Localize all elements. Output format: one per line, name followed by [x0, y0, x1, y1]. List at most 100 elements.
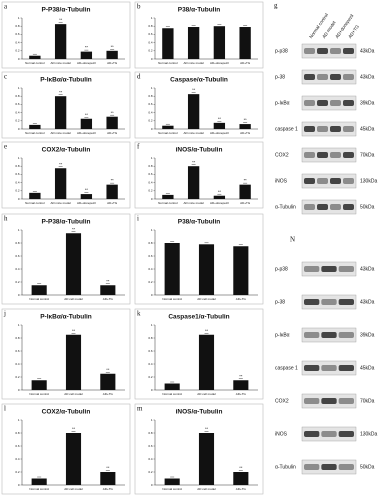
y-tick-label: 0.8 [15, 24, 20, 28]
blot-size: 39kDa [360, 332, 375, 338]
y-tick-label: 0.8 [148, 24, 153, 28]
y-tick-label: 0.2 [15, 375, 20, 379]
x-tick-label: AD+TG [103, 392, 114, 396]
blot-band [338, 365, 354, 371]
blot-size: 43kDa [360, 299, 375, 305]
significance-label: ** [244, 117, 248, 122]
x-tick-label: AD+TG [236, 392, 247, 396]
panel-frame [134, 1, 264, 69]
blot-band [304, 74, 315, 80]
y-tick-label: 0.2 [15, 49, 20, 53]
panel-letter: h [4, 215, 8, 223]
bar [233, 380, 249, 390]
x-tick-label: AD mice model [183, 131, 204, 135]
blot-band [317, 204, 328, 210]
lane-header: AD+TG [347, 24, 360, 40]
blot-size: 45kDa [360, 126, 375, 132]
panel-frame [1, 308, 131, 400]
bar [106, 116, 118, 129]
blot-band [304, 398, 320, 404]
x-tick-label: AD cell model [197, 297, 216, 301]
y-tick-label: 0.8 [15, 241, 20, 245]
x-tick-label: AD cell model [64, 392, 83, 396]
blot-band [343, 178, 354, 184]
y-tick-label: 1 [18, 86, 20, 90]
x-tick-label: AD+TG [103, 297, 114, 301]
y-tick-label: 1 [18, 16, 20, 20]
blot-band [330, 74, 341, 80]
y-tick-label: 0 [18, 483, 20, 487]
panel-frame [1, 141, 131, 209]
y-tick-label: 0.4 [148, 267, 153, 271]
y-tick-label: 0 [18, 127, 20, 131]
panel-letter: d [137, 73, 141, 81]
panel-frame [134, 403, 264, 495]
chart-title: P38/α-Tubulin [178, 7, 221, 14]
significance-label: ** [106, 278, 110, 283]
y-tick-label: 0.8 [15, 94, 20, 98]
blot-band [321, 431, 337, 437]
bar [31, 285, 47, 295]
y-tick-label: 0.8 [148, 336, 153, 340]
y-tick-label: 0 [151, 57, 153, 61]
blot-size: 130kDa [360, 178, 377, 184]
panel-letter: l [4, 405, 6, 413]
y-tick-label: 1 [151, 418, 153, 422]
bar [164, 243, 180, 295]
x-tick-label: Normal control [29, 297, 49, 301]
y-tick-label: 0.8 [148, 431, 153, 435]
x-tick-label: AD+TG [240, 61, 251, 65]
bar [198, 334, 215, 390]
y-tick-label: 0.8 [148, 164, 153, 168]
blot-label: caspase 1 [275, 126, 298, 132]
blot-band [304, 126, 315, 132]
y-tick-label: 0.6 [148, 32, 153, 36]
panel-letter: k [137, 310, 141, 318]
x-tick-label: AD+TG [236, 297, 247, 301]
y-tick-label: 1 [151, 228, 153, 232]
chart-title: Caspase/α-Tubulin [170, 77, 228, 84]
bar [106, 184, 118, 199]
panel-letter: a [4, 3, 8, 11]
blot-band [304, 431, 320, 437]
y-tick-label: 0.6 [148, 349, 153, 353]
y-tick-label: 1 [18, 323, 20, 327]
x-tick-label: AD cell model [64, 297, 83, 301]
blot-label: α-Tubulin [275, 204, 296, 210]
blot-band [304, 152, 315, 158]
y-tick-label: 0 [151, 293, 153, 297]
x-tick-label: Normal control [162, 487, 182, 491]
chart-title: P-IκBα/α-Tubulin [40, 77, 92, 84]
blot-label: p-IκBα [275, 332, 290, 338]
blot-label: caspase 1 [275, 365, 298, 371]
blot-size: 39kDa [360, 100, 375, 106]
blot-label: α-Tubulin [275, 464, 296, 470]
blot-band [330, 178, 341, 184]
x-tick-label: AD cell model [197, 487, 216, 491]
y-tick-label: 0.4 [15, 180, 20, 184]
y-tick-label: 0.4 [15, 110, 20, 114]
blot-band [317, 74, 328, 80]
y-tick-label: 0.4 [148, 180, 153, 184]
bar [164, 383, 180, 390]
blot-band [338, 299, 354, 305]
y-tick-label: 1 [151, 323, 153, 327]
panel-letter: m [137, 405, 143, 413]
x-tick-label: Normal control [25, 201, 45, 205]
y-tick-label: 0.4 [148, 457, 153, 461]
significance-label: ** [72, 426, 76, 431]
bar [162, 194, 174, 199]
y-tick-label: 1 [151, 156, 153, 160]
x-tick-label: Normal control [25, 61, 45, 65]
chart-title: iNOS/α-Tubulin [176, 409, 223, 416]
y-tick-label: 1 [151, 16, 153, 20]
y-tick-label: 0 [151, 388, 153, 392]
blot-size: 70kDa [360, 152, 375, 158]
y-tick-label: 0.4 [15, 267, 20, 271]
blot-band [330, 48, 341, 54]
significance-label: ** [218, 116, 222, 121]
y-tick-label: 0.2 [148, 119, 153, 123]
y-tick-label: 0.8 [15, 431, 20, 435]
significance-label: ** [239, 465, 243, 470]
